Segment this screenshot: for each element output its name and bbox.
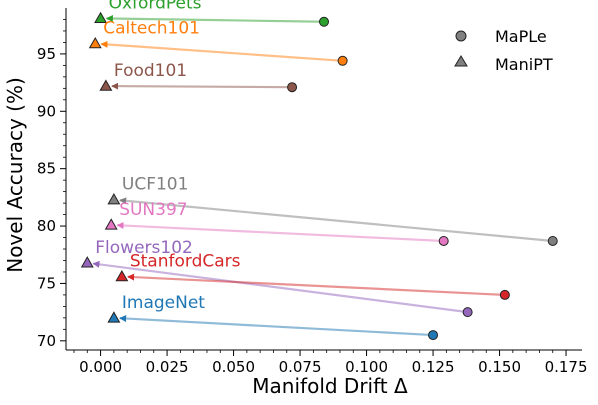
dataset-labels: OxfordPets Caltech101 Food101 UCF101 SUN397 F… <box>95 0 240 313</box>
drift-arrow-food101 <box>111 82 293 90</box>
drift-arrow-stanfordcars <box>127 273 505 297</box>
x-tick-label: 0.150 <box>478 358 521 376</box>
maple-point-food101 <box>287 82 298 93</box>
label-food101: Food101 <box>114 61 187 81</box>
drift-arrow-flowers102 <box>92 260 468 314</box>
x-tick-label: 0.025 <box>146 358 189 376</box>
x-tick-label: 0.175 <box>545 358 588 376</box>
manipt-point-food101 <box>99 79 113 91</box>
drift-arrow-caltech101 <box>100 40 343 62</box>
maple-point-flowers102 <box>462 307 473 318</box>
manipt-point-stanfordcars <box>115 269 129 282</box>
y-tick-label: 85 <box>37 160 56 178</box>
x-tick-label: 0.050 <box>212 358 255 376</box>
label-imagenet: ImageNet <box>122 293 205 313</box>
label-ucf101: UCF101 <box>122 175 189 195</box>
x-tick-label: 0.000 <box>79 358 122 376</box>
y-tick-label: 90 <box>37 102 56 120</box>
maple-point-imagenet <box>428 330 439 341</box>
manipt-point-flowers102 <box>80 256 94 268</box>
x-tick-label: 0.125 <box>412 358 455 376</box>
manipt-point-caltech101 <box>88 36 102 49</box>
maple-point-caltech101 <box>337 55 348 66</box>
label-oxfordpets: OxfordPets <box>109 0 202 13</box>
manipt-point-ucf101 <box>107 193 121 205</box>
y-axis-title: Novel Accuracy (%) <box>3 77 27 273</box>
y-tick-label: 75 <box>37 274 56 292</box>
drift-arrow-ucf101 <box>119 197 553 243</box>
drift-arrow-sun397 <box>116 222 444 243</box>
drift-arrows <box>92 15 553 337</box>
x-tick-label: 0.075 <box>279 358 322 376</box>
data-points <box>80 11 558 341</box>
y-axis-ticks: 70 75 80 85 90 95 <box>37 19 66 350</box>
x-axis-title: Manifold Drift Δ <box>252 374 408 398</box>
legend-manipt-label: ManiPT <box>495 55 553 74</box>
y-tick-label: 80 <box>37 217 56 235</box>
manipt-point-sun397 <box>104 218 118 230</box>
label-flowers102: Flowers102 <box>95 238 193 258</box>
manipt-point-oxfordpets <box>94 11 108 24</box>
label-stanfordcars: StanfordCars <box>130 252 241 272</box>
maple-point-stanfordcars <box>499 289 510 300</box>
y-tick-label: 95 <box>37 45 56 63</box>
maple-point-sun397 <box>438 235 449 246</box>
maple-point-ucf101 <box>547 235 558 246</box>
label-caltech101: Caltech101 <box>103 19 200 39</box>
x-tick-label: 0.100 <box>345 358 388 376</box>
legend-manipt-marker <box>454 55 468 67</box>
drift-arrow-imagenet <box>119 315 434 337</box>
legend-maple-marker <box>455 30 467 42</box>
maple-point-oxfordpets <box>319 16 329 27</box>
manipt-point-imagenet <box>107 311 121 323</box>
drift-arrow-oxfordpets <box>105 15 325 23</box>
y-tick-label: 70 <box>37 332 56 350</box>
legend: MaPLe ManiPT <box>454 27 553 74</box>
label-sun397: SUN397 <box>119 200 187 220</box>
x-axis-ticks: 0.000 0.025 0.050 0.075 0.100 0.125 0.150 0.175 <box>73 350 588 376</box>
legend-maple-label: MaPLe <box>495 27 547 46</box>
